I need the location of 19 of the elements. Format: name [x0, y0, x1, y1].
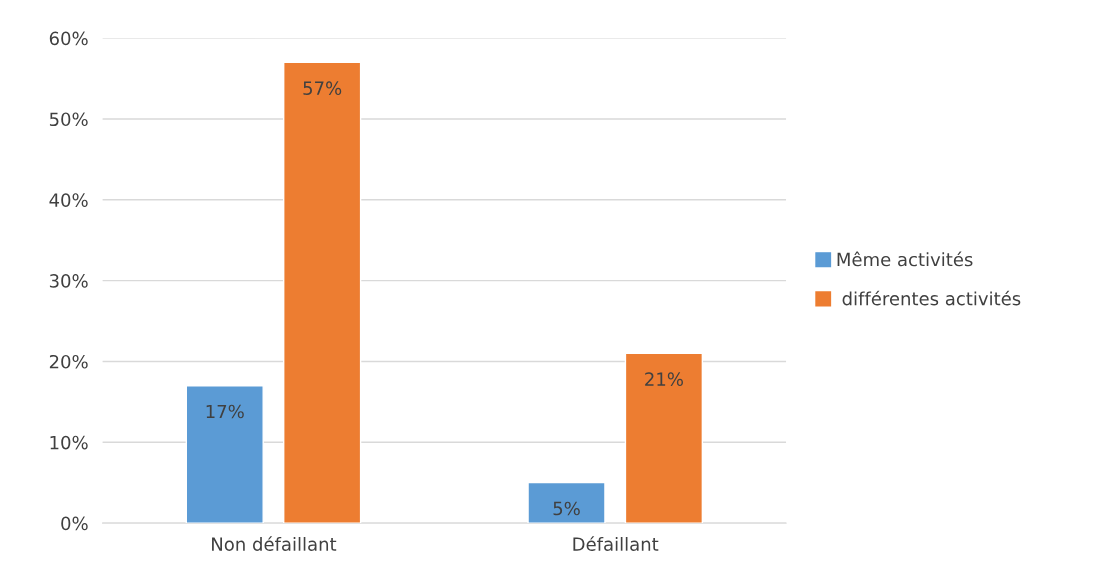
y-tick-label: 10% — [50, 435, 88, 450]
y-tick-label: 40% — [49, 193, 88, 207]
y-tick-label: 20% — [49, 354, 88, 369]
bar — [283, 61, 362, 524]
x-tick-label: Défaillant — [573, 536, 659, 551]
data-label: 5% — [553, 501, 580, 516]
data-label: 21% — [645, 372, 683, 386]
bar — [527, 481, 606, 524]
legend-label: Même activités — [837, 251, 973, 267]
data-label: 17% — [206, 404, 244, 419]
y-tick-label: 30% — [49, 274, 88, 288]
bar — [624, 352, 704, 524]
y-tick-label: 0% — [61, 516, 88, 531]
y-tick-label: 50% — [49, 112, 88, 127]
data-label: 57% — [303, 81, 342, 96]
y-tick-label: 60% — [49, 31, 88, 46]
bar — [185, 384, 264, 524]
x-tick-label: Non défaillant — [212, 536, 337, 551]
legend-label: différentes activités — [842, 290, 1021, 306]
